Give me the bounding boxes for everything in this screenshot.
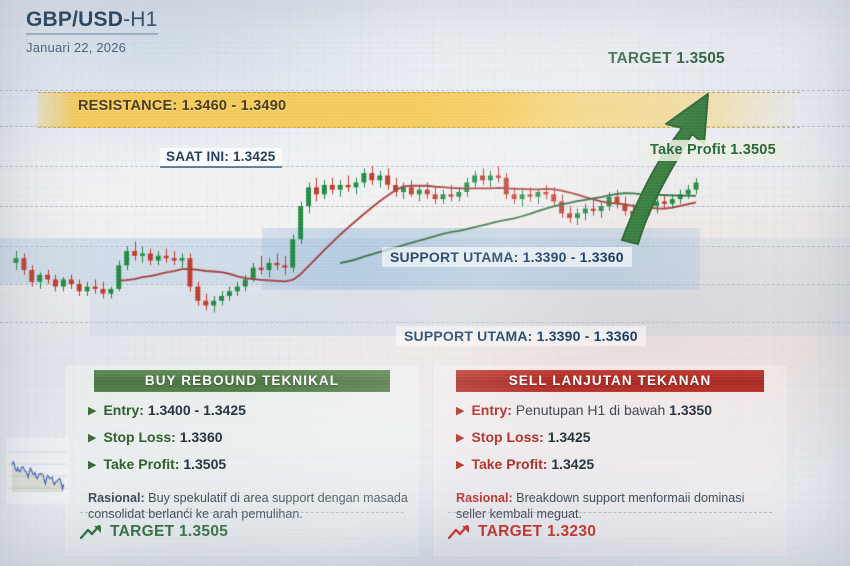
buy-target-footer: TARGET 1.3505 — [80, 512, 404, 546]
buy-rows: ▶ Entry: 1.3400 - 1.3425 ▶ Stop Loss: 1.33… — [88, 402, 408, 483]
buy-rationale: Rasional: Buy spekulatif di area support… — [88, 490, 420, 522]
bullet-icon: ▶ — [456, 405, 465, 417]
buy-takeprofit-value: 1.3505 — [183, 456, 227, 472]
mini-chart-widget — [6, 438, 70, 504]
sell-takeprofit-value: 1.3425 — [551, 456, 595, 472]
target-label: TARGET 1.3505 — [608, 50, 725, 67]
up-trend-arrow-icon — [621, 93, 709, 245]
timeframe-text: -H1 — [123, 8, 158, 31]
sell-entry-value: 1.3350 — [669, 402, 712, 418]
support-label-upper: SUPPORT UTAMA: 1.3390 - 1.3360 — [382, 247, 632, 267]
chart-header: GBP/USD-H1 Januari 22, 2026 — [26, 8, 158, 55]
buy-entry-value: 1.3400 - 1.3425 — [147, 402, 246, 418]
trend-up-arrow-icon — [80, 525, 101, 539]
take-profit-label: Take Profit 1.3505 — [642, 140, 784, 161]
support-label-lower: SUPPORT UTAMA: 1.3390 - 1.3360 — [396, 326, 646, 346]
resistance-label: RESISTANCE: 1.3460 - 1.3490 — [78, 98, 287, 114]
signal-panels: BUY REBOUND TEKNIKAL ▶ Entry: 1.3400 - 1.… — [0, 362, 850, 566]
bullet-icon: ▶ — [456, 459, 465, 471]
sell-entry-plain: Penutupan H1 di bawah — [511, 402, 670, 418]
sell-stoploss-key: Stop Loss: — [471, 429, 544, 445]
sell-panel-title: SELL LANJUTAN TEKANAN — [456, 370, 764, 392]
bullet-icon: ▶ — [456, 432, 465, 444]
sell-signal-panel[interactable]: SELL LANJUTAN TEKANAN ▶ Entry: Penutupan … — [434, 366, 786, 556]
buy-row-takeprofit: ▶ Take Profit: 1.3505 — [88, 456, 408, 472]
buy-entry-key: Entry: — [103, 402, 144, 418]
symbol-text: GBP/USD — [26, 8, 124, 31]
candlestick-series — [0, 88, 850, 348]
buy-panel-title: BUY REBOUND TEKNIKAL — [94, 370, 390, 392]
bullet-icon: ▶ — [88, 459, 97, 471]
chart-date: Januari 22, 2026 — [26, 40, 127, 55]
bullet-icon: ▶ — [88, 432, 97, 444]
bullet-icon: ▶ — [88, 405, 97, 417]
buy-takeprofit-key: Take Profit: — [103, 456, 180, 472]
buy-row-stoploss: ▶ Stop Loss: 1.3360 — [88, 429, 408, 445]
buy-rationale-label: Rasional: — [88, 491, 145, 505]
buy-stoploss-key: Stop Loss: — [103, 429, 176, 445]
sell-rows: ▶ Entry: Penutupan H1 di bawah 1.3350 ▶ St… — [456, 402, 776, 483]
buy-target-text: TARGET 1.3505 — [110, 523, 229, 540]
sell-rationale: Rasional: Breakdown support menformaii d… — [456, 490, 774, 522]
current-price-label: SAAT INI: 1.3425 — [160, 148, 282, 168]
price-chart[interactable]: RESISTANCE: 1.3460 - 1.3490 SAAT INI: 1.… — [0, 50, 850, 348]
sell-entry-key: Entry: — [471, 402, 512, 418]
page-title: GBP/USD-H1 — [26, 8, 158, 35]
buy-stoploss-value: 1.3360 — [179, 429, 223, 445]
sell-row-entry: ▶ Entry: Penutupan H1 di bawah 1.3350 — [456, 402, 776, 418]
trend-up-arrow-icon — [448, 525, 469, 539]
sell-target-text: TARGET 1.3230 — [478, 523, 597, 540]
sell-stoploss-value: 1.3425 — [547, 429, 591, 445]
buy-signal-panel[interactable]: BUY REBOUND TEKNIKAL ▶ Entry: 1.3400 - 1.… — [66, 366, 418, 556]
sell-row-takeprofit: ▶ Take Profit: 1.3425 — [456, 456, 776, 472]
sell-target-footer: TARGET 1.3230 — [448, 512, 772, 546]
sell-rationale-text: Breakdown support menformaii dominasi se… — [456, 491, 745, 521]
sell-row-stoploss: ▶ Stop Loss: 1.3425 — [456, 429, 776, 445]
sell-rationale-label: Rasional: — [456, 491, 513, 505]
buy-row-entry: ▶ Entry: 1.3400 - 1.3425 — [88, 402, 408, 418]
sell-takeprofit-key: Take Profit: — [471, 456, 548, 472]
buy-rationale-text: Buy spekulatif di area support dengan ma… — [88, 491, 408, 521]
